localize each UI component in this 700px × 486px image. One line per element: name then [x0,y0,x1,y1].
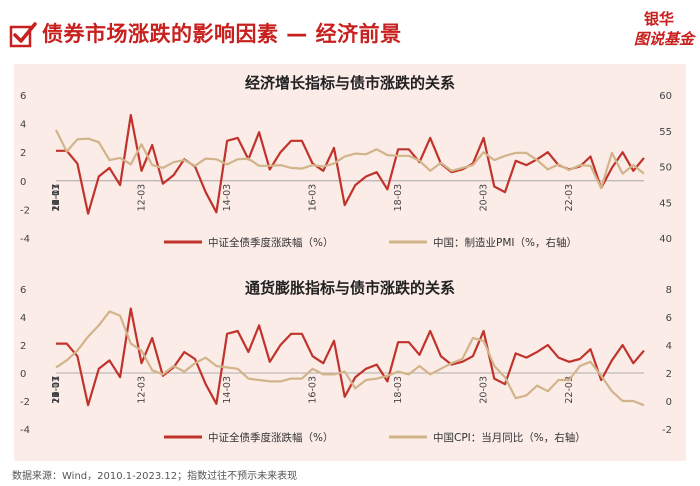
y-tick-right: 4 [666,341,672,352]
x-tick-label: 12-11 [51,184,62,212]
series-line-bond [56,307,645,407]
y-tick-left: 2 [20,148,26,159]
y-tick-right: 8 [666,285,672,296]
legend-label: 中证全债季度涨跌幅（%） [208,431,333,444]
legend-label: 中国：制造业PMI（%，右轴） [433,236,577,249]
page-title: 债券市场涨跌的影响因素 — 经济前景 [42,22,402,46]
x-tick-label: 21-07 [51,376,62,404]
x-tick-label: 20-11 [51,184,62,212]
y-tick-right: 6 [666,313,672,324]
x-tick-label: 23-07 [51,184,62,212]
x-tick-label: 22-03 [564,376,575,404]
y-tick-left: 6 [20,285,26,296]
brand-logo: 银华 图说基金 [604,4,696,54]
x-tick-label: 21-07 [51,184,62,212]
x-tick-label: 15-07 [51,376,62,404]
x-tick-label: 16-11 [51,376,62,404]
x-tick-label: 16-03 [308,376,319,404]
series-line-macro [55,129,645,190]
x-tick-label: 14-03 [222,376,233,404]
y-tick-right: 60 [659,91,672,102]
checkbox-icon [9,22,37,48]
chart-title-inflation: 通货膨胀指标与债市涨跌的关系 [244,279,455,297]
x-tick-label: 16-03 [308,184,319,212]
y-tick-left: 2 [20,341,26,352]
legend-label: 中证全债季度涨跌幅（%） [208,236,333,249]
x-tick-label: 19-07 [51,376,62,404]
logo-text-bottom: 图说基金 [633,30,694,48]
x-tick-label: 10-03 [51,376,62,404]
x-tick-label: 12-03 [137,376,148,404]
x-tick-label: 14-03 [222,184,233,212]
x-tick-label: 20-11 [51,376,62,404]
y-tick-left: 4 [20,313,26,324]
y-tick-left: -2 [20,397,30,408]
x-tick-label: 13-07 [51,376,62,404]
source-note: 数据来源：Wind，2010.1-2023.12；指数过往不预示未来表现 [12,471,298,482]
series-line-bond [56,113,645,215]
x-tick-label: 10-03 [51,184,62,212]
y-tick-right: 40 [659,234,672,245]
x-tick-label: 22-11 [51,376,62,404]
series-line-macro [55,310,645,407]
x-tick-label: 18-11 [51,184,62,212]
x-tick-label: 22-11 [51,184,62,212]
x-tick-label: 17-07 [51,184,62,212]
x-tick-label: 23-07 [51,376,62,404]
legend-label: 中国CPI：当月同比（%，右轴） [433,431,586,444]
y-tick-left: 6 [20,91,26,102]
x-tick-label: 11-07 [51,184,62,212]
chart-panel: 经济增长指标与债市涨跌的关系 6 4 2 0 -2 -4 60 55 50 45 40 10-03 10… [14,64,686,461]
y-tick-right: 0 [666,397,672,408]
y-tick-left: 4 [20,120,26,131]
x-tick-label: 20-03 [479,184,490,212]
y-tick-left: -4 [20,234,30,245]
x-tick-label: 13-07 [51,184,62,212]
x-tick-label: 18-03 [393,376,404,404]
y-tick-right: 55 [659,127,672,138]
x-tick-label: 16-11 [51,184,62,212]
logo-text-top: 银华 [643,10,674,28]
x-tick-label: 14-11 [51,376,62,404]
x-tick-label: 18-11 [51,376,62,404]
x-tick-label: 10-11 [51,376,62,404]
x-tick-label: 17-07 [51,376,62,404]
x-tick-label: 10-11 [51,184,62,212]
x-tick-label: 14-11 [51,184,62,212]
x-tick-label: 20-03 [479,376,490,404]
header: 债券市场涨跌的影响因素 — 经济前景 银华 图说基金 [0,0,700,60]
x-tick-label: 15-07 [51,184,62,212]
x-tick-label: 11-07 [51,376,62,404]
chart-title-growth: 经济增长指标与债市涨跌的关系 [244,74,455,92]
y-tick-left: 0 [20,369,26,380]
x-tick-label: 18-03 [393,184,404,212]
x-tick-label: 22-03 [564,184,575,212]
y-tick-right: 45 [659,198,672,209]
y-tick-left: -4 [20,425,30,436]
y-tick-left: -2 [20,205,30,216]
y-tick-left: 0 [20,177,26,188]
x-tick-label: 19-07 [51,184,62,212]
y-tick-right: 50 [659,163,672,174]
x-tick-label: 12-11 [51,376,62,404]
y-tick-right: 2 [666,369,672,380]
x-tick-label: 12-03 [137,184,148,212]
y-tick-right: -2 [662,425,672,436]
